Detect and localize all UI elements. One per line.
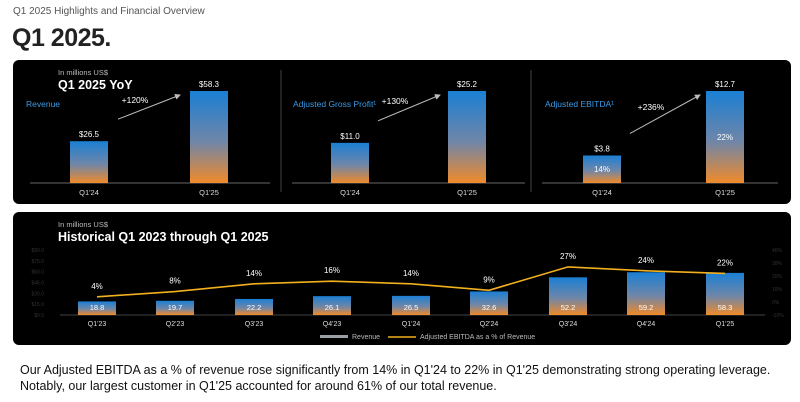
revenue-chart-title: Revenue <box>26 99 60 109</box>
slide-supertitle: Q1 2025 Highlights and Financial Overvie… <box>13 6 205 17</box>
hist-y-tick-3: $45.0 <box>31 281 44 287</box>
hist-revenue-bar-7 <box>627 272 665 315</box>
hist-y-tick-5: $75.0 <box>31 259 44 265</box>
legend-ebitda-label: Adjusted EBITDA as a % of Revenue <box>420 334 535 341</box>
revenue-category-label-0: Q1'24 <box>79 188 99 197</box>
hist-ebitda-label-1: 8% <box>169 277 181 286</box>
ebitda-margin-label-1: 22% <box>717 133 733 142</box>
hist-category-label-7: Q4'24 <box>637 321 656 328</box>
footer-commentary: Our Adjusted EBITDA as a % of revenue ro… <box>20 363 771 393</box>
yoy-panel <box>13 60 791 204</box>
hist-category-label-4: Q1'24 <box>402 321 421 328</box>
gross-profit-bar-0 <box>331 142 369 183</box>
revenue-bar-0 <box>70 141 108 183</box>
gross-profit-value-label-1: $25.2 <box>457 80 478 89</box>
gross-profit-growth-arrow <box>377 94 441 122</box>
hist-category-label-1: Q2'23 <box>166 321 185 328</box>
hist-ebitda-line <box>96 266 726 298</box>
hist-y-tick-6: $90.0 <box>31 248 44 254</box>
hist-category-label-0: Q1'23 <box>88 321 107 328</box>
hist-revenue-bar-5 <box>470 291 508 315</box>
top-units-label: In millions US$ <box>58 68 109 77</box>
gross-profit-category-label-1: Q1'25 <box>457 188 477 197</box>
ebitda-category-label-1: Q1'25 <box>715 188 735 197</box>
legend-revenue-label: Revenue <box>352 334 380 341</box>
hist-revenue-label-2: 22.2 <box>247 303 262 312</box>
ebitda-bar-0 <box>583 155 621 183</box>
ebitda-bar-1 <box>706 91 744 183</box>
hist-y2-tick-5: 40% <box>772 248 783 254</box>
ebitda-value-label-0: $3.8 <box>594 144 610 153</box>
hist-y-tick-1: $15.0 <box>31 302 44 308</box>
revenue-category-label-1: Q1'25 <box>199 188 219 197</box>
hist-category-label-3: Q4'23 <box>323 321 342 328</box>
hist-ebitda-label-4: 14% <box>403 269 419 278</box>
hist-revenue-label-6: 52.2 <box>561 303 576 312</box>
yoy-charts: $26.5 Q1'24 $58.3 Q1'25 +120% $11.0 Q1'24 $25.2… <box>70 80 744 197</box>
hist-revenue-label-5: 32.6 <box>482 303 497 312</box>
hist-revenue-label-1: 19.7 <box>168 303 183 312</box>
hist-revenue-bar-8 <box>706 272 744 315</box>
gross-profit-category-label-0: Q1'24 <box>340 188 360 197</box>
hist-revenue-bar-3 <box>313 296 351 315</box>
bottom-panel-title: Historical Q1 2023 through Q1 2025 <box>58 230 269 244</box>
hist-y2-tick-2: 10% <box>772 287 783 293</box>
revenue-growth-label: +120% <box>122 95 149 105</box>
ebitda-chart-title: Adjusted EBITDA¹ <box>545 99 614 109</box>
revenue-value-label-1: $58.3 <box>199 80 220 89</box>
hist-revenue-label-4: 26.5 <box>404 303 419 312</box>
bottom-units-label: In millions US$ <box>58 220 109 229</box>
hist-revenue-label-3: 26.1 <box>325 303 340 312</box>
hist-revenue-bar-1 <box>156 300 194 315</box>
revenue-bar-1 <box>190 91 228 183</box>
hist-revenue-label-0: 18.8 <box>90 303 105 312</box>
gross-profit-growth-label: +130% <box>382 96 409 106</box>
gross-profit-value-label-0: $11.0 <box>340 132 360 141</box>
revenue-growth-arrow <box>117 94 181 120</box>
hist-y2-tick-1: 0% <box>772 300 780 306</box>
hist-ebitda-label-5: 9% <box>483 275 495 284</box>
hist-ebitda-label-0: 4% <box>91 282 103 291</box>
ebitda-growth-label: +236% <box>638 102 665 112</box>
hist-ebitda-label-8: 22% <box>717 258 733 267</box>
hist-revenue-bar-2 <box>235 298 273 315</box>
hist-y2-tick-0: -10% <box>772 313 784 319</box>
legend-revenue-swatch <box>320 335 348 338</box>
hist-revenue-bar-6 <box>549 277 587 315</box>
hist-category-label-6: Q3'24 <box>559 321 578 328</box>
hist-ebitda-label-7: 24% <box>638 256 654 265</box>
ebitda-value-label-1: $12.7 <box>715 80 736 89</box>
hist-y-tick-2: $30.0 <box>31 291 44 297</box>
hist-y-tick-0: $0.0 <box>34 313 44 319</box>
hist-y-tick-4: $60.0 <box>31 270 44 276</box>
gross-profit-chart-title: Adjusted Gross Profit¹ <box>293 99 376 109</box>
hist-y2-tick-3: 20% <box>772 274 783 280</box>
hist-category-label-5: Q2'24 <box>480 321 499 328</box>
ebitda-margin-label-0: 14% <box>594 165 610 174</box>
hist-revenue-label-7: 59.2 <box>639 303 654 312</box>
hist-ebitda-label-2: 14% <box>246 269 262 278</box>
hist-revenue-label-8: 58.3 <box>718 303 733 312</box>
hist-category-label-2: Q3'23 <box>245 321 264 328</box>
top-panel-title: Q1 2025 YoY <box>58 78 133 92</box>
historical-chart: 18.8 Q1'23 19.7 Q2'23 22.2 Q3'23 26.1 Q4'23 26.5… <box>78 252 744 328</box>
slide-title: Q1 2025. <box>12 24 111 52</box>
ebitda-growth-arrow <box>629 94 701 134</box>
hist-revenue-bar-4 <box>392 295 430 315</box>
hist-ebitda-label-3: 16% <box>324 266 340 275</box>
hist-revenue-bar-0 <box>78 301 116 315</box>
gross-profit-bar-1 <box>448 91 486 183</box>
hist-ebitda-label-6: 27% <box>560 252 576 261</box>
hist-y2-tick-4: 30% <box>772 261 783 267</box>
hist-category-label-8: Q1'25 <box>716 321 735 328</box>
ebitda-category-label-0: Q1'24 <box>592 188 612 197</box>
revenue-value-label-0: $26.5 <box>79 130 100 139</box>
